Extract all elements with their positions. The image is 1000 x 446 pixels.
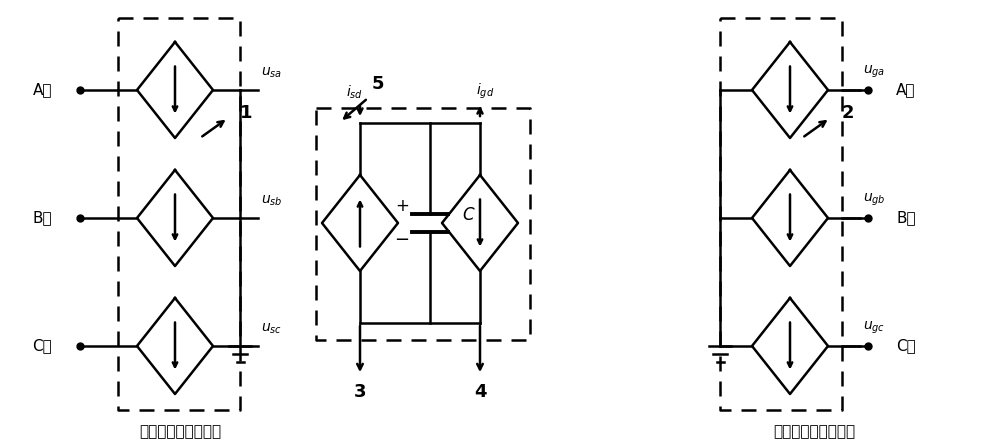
Text: $u_{ga}$: $u_{ga}$ — [863, 64, 885, 80]
Text: $u_{sa}$: $u_{sa}$ — [261, 66, 282, 80]
Text: 网侧变流器等效模型: 网侧变流器等效模型 — [773, 425, 855, 439]
Text: −: − — [394, 231, 410, 249]
Text: $u_{gb}$: $u_{gb}$ — [863, 192, 886, 208]
Text: 3: 3 — [354, 383, 366, 401]
Text: $i_{sd}$: $i_{sd}$ — [346, 83, 364, 101]
Text: C相: C相 — [32, 339, 52, 354]
Text: 1: 1 — [240, 104, 252, 122]
Text: +: + — [395, 197, 409, 215]
Text: B相: B相 — [896, 211, 916, 226]
Text: 2: 2 — [842, 104, 854, 122]
Text: $i_{gd}$: $i_{gd}$ — [476, 82, 494, 101]
Text: 4: 4 — [474, 383, 486, 401]
Text: $C$: $C$ — [462, 206, 476, 224]
Text: B相: B相 — [32, 211, 52, 226]
Text: 5: 5 — [372, 75, 384, 93]
Text: C相: C相 — [896, 339, 916, 354]
Text: A相: A相 — [32, 83, 52, 98]
Text: $u_{sb}$: $u_{sb}$ — [261, 194, 283, 208]
Text: $u_{sc}$: $u_{sc}$ — [261, 322, 282, 336]
Text: 机侧变流器等效模型: 机侧变流器等效模型 — [139, 425, 221, 439]
Text: $u_{gc}$: $u_{gc}$ — [863, 320, 885, 336]
Text: A相: A相 — [896, 83, 916, 98]
